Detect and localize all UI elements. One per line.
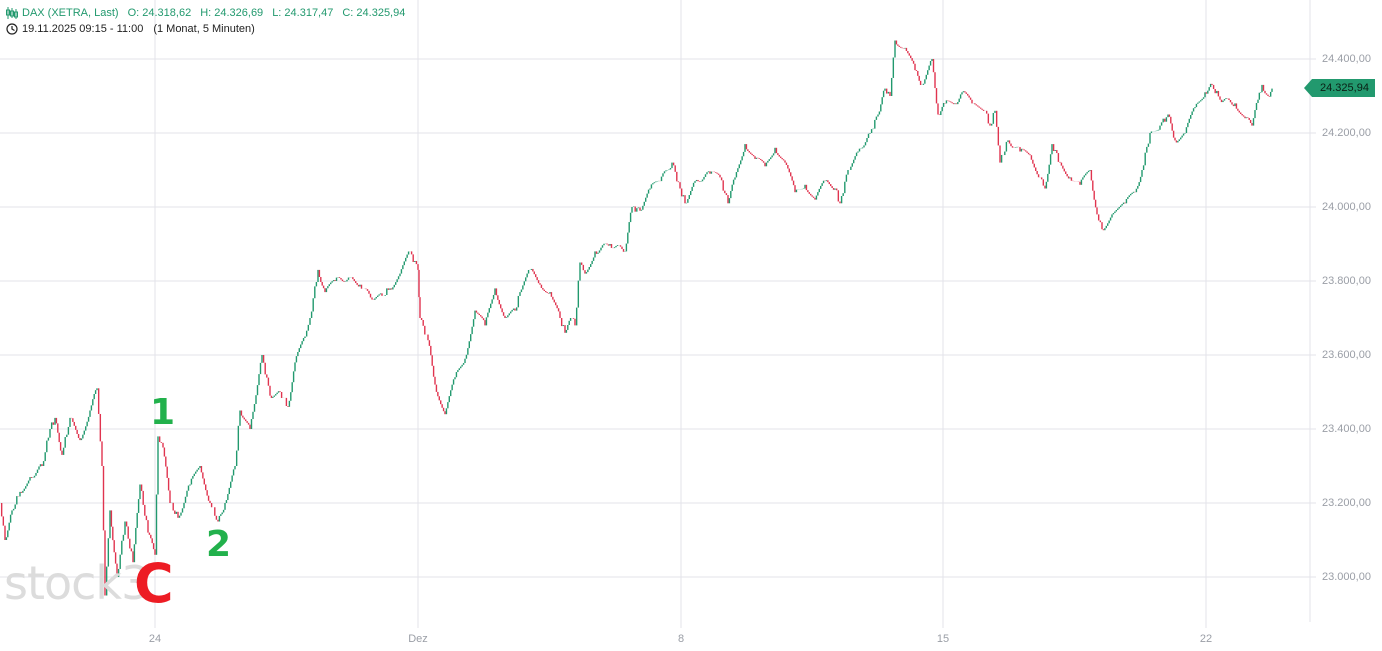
y-tick-label: 23.200,00 bbox=[1322, 497, 1371, 509]
time-range: 19.11.2025 09:15 - 11:00 bbox=[22, 23, 144, 35]
stock3-watermark: stock3 bbox=[4, 556, 150, 610]
x-tick-label: Dez bbox=[408, 633, 428, 645]
instrument-ohlc-row: DAX (XETRA, Last) O: 24.318,62 H: 24.326… bbox=[6, 5, 405, 21]
horizontal-gridlines bbox=[0, 58, 1316, 578]
vertical-gridlines bbox=[154, 0, 1207, 628]
clock-icon bbox=[6, 23, 18, 35]
high-value: H: 24.326,69 bbox=[200, 7, 264, 19]
y-tick-label: 24.400,00 bbox=[1322, 53, 1371, 65]
x-tick-label: 24 bbox=[148, 633, 162, 645]
y-tick-label: 23.000,00 bbox=[1322, 571, 1371, 583]
open-value: O: 24.318,62 bbox=[127, 7, 192, 19]
close-value: C: 24.325,94 bbox=[342, 7, 406, 19]
period-label[interactable]: (1 Monat, 5 Minuten) bbox=[153, 23, 255, 35]
y-tick-label: 24.000,00 bbox=[1322, 201, 1371, 213]
x-tick-label: 8 bbox=[677, 633, 685, 645]
last-price-tag: 24.325,94 bbox=[1304, 79, 1375, 97]
chart-header: DAX (XETRA, Last) O: 24.318,62 H: 24.326… bbox=[6, 5, 405, 37]
price-series bbox=[0, 40, 1273, 596]
candles-icon[interactable] bbox=[6, 7, 18, 19]
x-tick-label: 22 bbox=[1199, 633, 1213, 645]
wave-label-1: 1 bbox=[150, 392, 176, 433]
wave-label-2: 2 bbox=[206, 524, 232, 565]
x-tick-label: 15 bbox=[936, 633, 950, 645]
low-value: L: 24.317,47 bbox=[272, 7, 334, 19]
instrument-name[interactable]: DAX (XETRA, Last) bbox=[22, 7, 119, 19]
y-tick-label: 23.600,00 bbox=[1322, 349, 1371, 361]
y-tick-label: 23.800,00 bbox=[1322, 275, 1371, 287]
time-range-row: 19.11.2025 09:15 - 11:00 (1 Monat, 5 Min… bbox=[6, 21, 405, 37]
y-tick-label: 23.400,00 bbox=[1322, 423, 1371, 435]
y-tick-label: 24.200,00 bbox=[1322, 127, 1371, 139]
wave-label-c: C bbox=[134, 552, 174, 615]
